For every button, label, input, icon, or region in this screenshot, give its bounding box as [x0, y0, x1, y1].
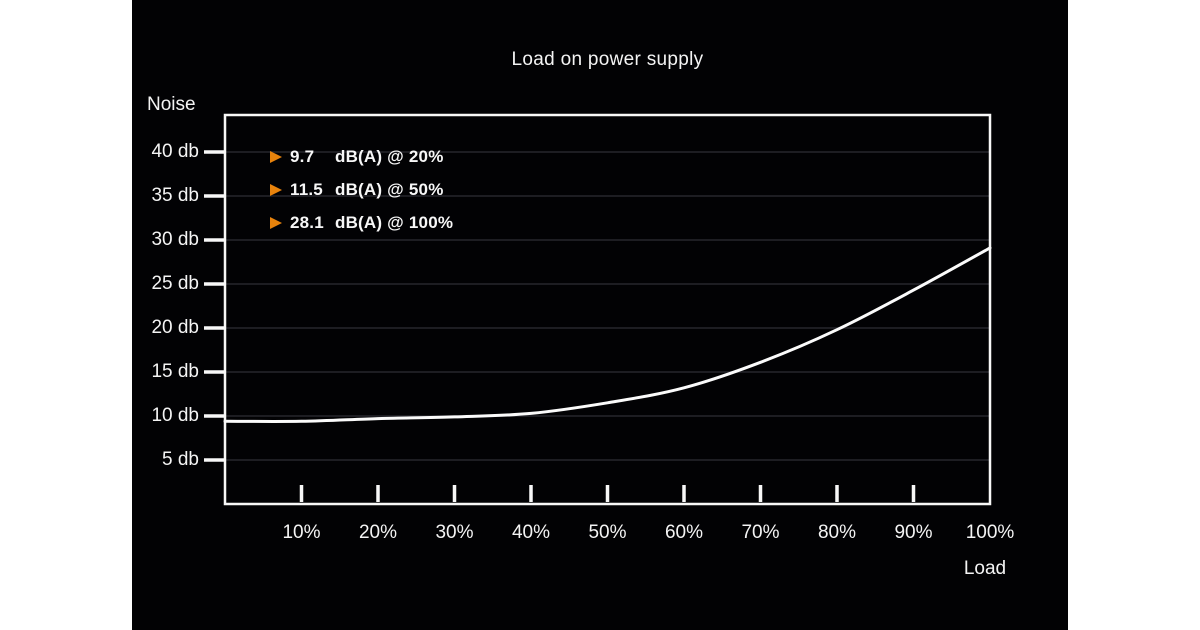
x-tick-label: 10%: [282, 522, 321, 543]
x-tick-label: 80%: [817, 522, 857, 543]
y-tick-label: 30 db: [151, 228, 199, 250]
noise-load-chart: [204, 113, 992, 506]
noise-curve: [223, 246, 992, 423]
chart-canvas: Load on power supply Noise Load 5 db 10 d…: [132, 0, 1068, 630]
y-tick-label: 20 db: [151, 316, 199, 338]
legend-label: dB(A) @ 100%: [335, 213, 454, 232]
y-tick-label: 5 db: [162, 448, 199, 470]
x-tick-label: 70%: [741, 522, 780, 543]
y-tick-label: 10 db: [151, 404, 199, 426]
triangle-right-icon: [270, 151, 282, 163]
chart-legend: 9.7 dB(A) @ 20% 11.5 dB(A) @ 50% 28.1 dB(A) @…: [270, 146, 453, 234]
legend-value: 28.1: [290, 213, 324, 232]
x-tick-label: 100%: [965, 522, 1015, 543]
y-tick-label: 15 db: [151, 360, 199, 382]
x-tick-label: 40%: [511, 522, 551, 543]
legend-label: dB(A) @ 20%: [335, 147, 444, 166]
triangle-right-icon: [270, 184, 282, 196]
legend-label: dB(A) @ 50%: [335, 180, 444, 199]
y-tick-label: 25 db: [151, 272, 199, 294]
y-tick-label: 35 db: [151, 184, 199, 206]
chart-title: Load on power supply: [511, 49, 704, 70]
legend-value: 9.7: [290, 147, 315, 166]
legend-item: 28.1 dB(A) @ 100%: [270, 212, 453, 234]
plot-border: [223, 113, 992, 506]
x-axis-title: Load: [963, 558, 1007, 579]
triangle-right-icon: [270, 217, 282, 229]
legend-item: 9.7 dB(A) @ 20%: [270, 146, 453, 168]
x-tick-label: 60%: [664, 522, 704, 543]
y-tick-label: 40 db: [151, 140, 199, 162]
x-tick-label: 30%: [435, 522, 474, 543]
y-axis-title: Noise: [147, 94, 196, 115]
legend-value: 11.5: [290, 180, 323, 199]
x-tick-label: 20%: [358, 522, 398, 543]
legend-item: 11.5 dB(A) @ 50%: [270, 179, 453, 201]
x-tick-label: 50%: [588, 522, 627, 543]
x-tick-label: 90%: [894, 522, 933, 543]
